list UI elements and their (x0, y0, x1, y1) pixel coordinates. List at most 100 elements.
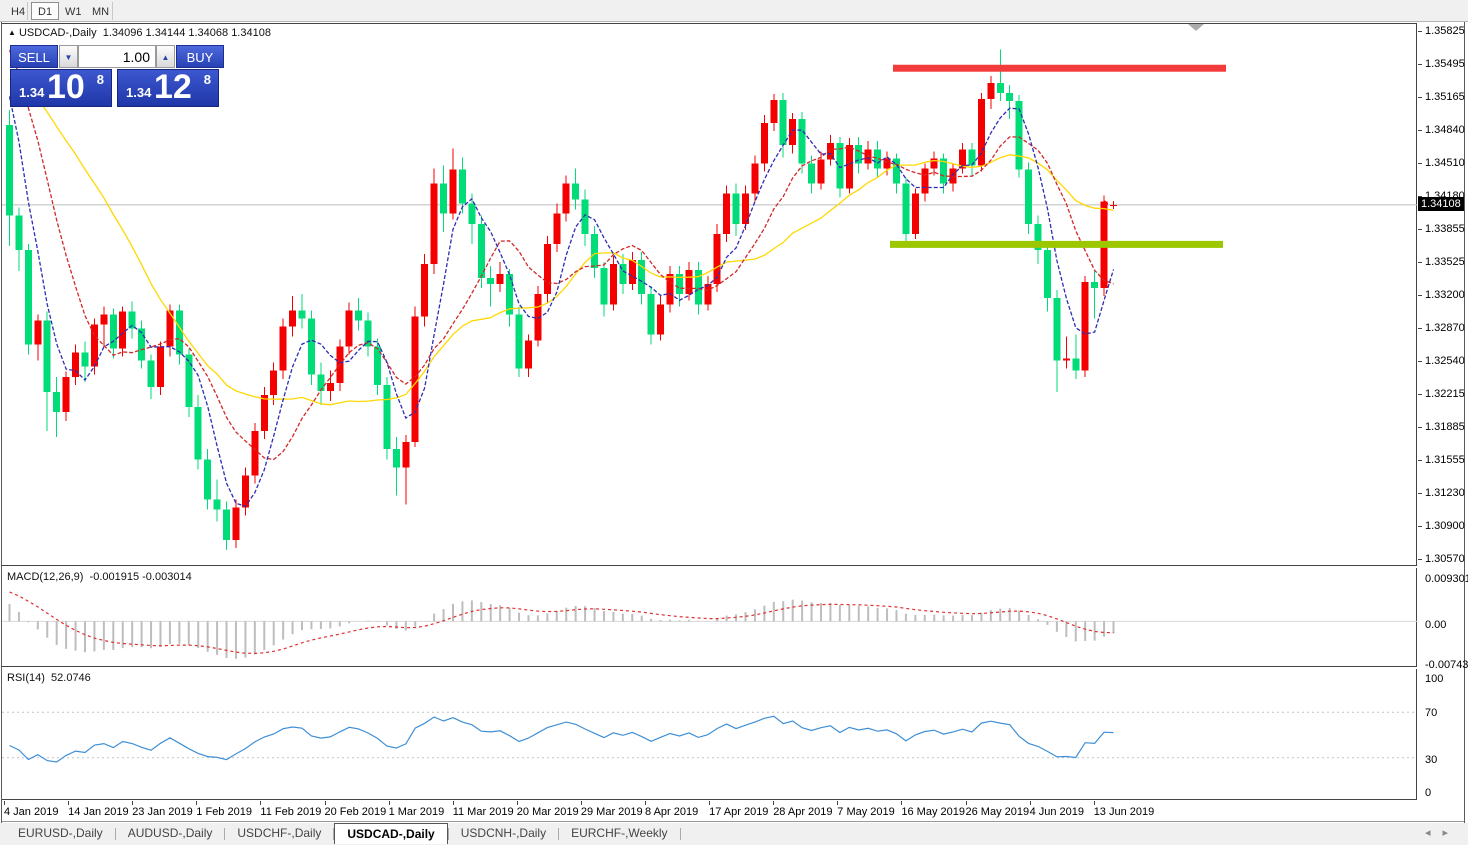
price-axis-label: 1.35165 (1425, 91, 1465, 103)
symbol-tab-audusd[interactable]: AUDUSD-,Daily (127, 826, 213, 840)
sell-price-prefix: 1.34 (19, 85, 45, 100)
chart-ohlc-values: 1.34096 1.34144 1.34068 1.34108 (102, 27, 271, 39)
price-axis-label: 1.35825 (1425, 25, 1465, 37)
timeframe-button-h4[interactable]: H4 (11, 6, 26, 18)
tab-scroll-arrows[interactable]: ◂▸ (1425, 826, 1460, 839)
price-axis-tick (1418, 361, 1422, 362)
date-axis-label: 1 Mar 2019 (388, 806, 445, 818)
price-axis-label: 1.30570 (1425, 553, 1465, 565)
price-axis-label: 1.32540 (1425, 355, 1465, 367)
symbol-tab-bar: EURUSD-,Daily AUDUSD-,Daily USDCHF-,Daily U… (0, 823, 1468, 845)
current-price-tag: 1.34108 (1418, 196, 1464, 211)
symbol-tab-usdcad[interactable]: USDCAD-,Daily (334, 823, 448, 844)
price-axis-label: 1.35495 (1425, 58, 1465, 70)
price-axis[interactable]: 1.34108 1.35825 1.35495 1.35165 1.34840 1.34… (1418, 23, 1468, 800)
price-chart-canvas[interactable] (2, 24, 1417, 567)
price-axis-label: 1.34840 (1425, 124, 1465, 136)
date-axis[interactable]: 4 Jan 2019 14 Jan 2019 23 Jan 2019 1 Feb 20… (2, 801, 1464, 822)
buy-price-prefix: 1.34 (126, 85, 152, 100)
tab-scroll-right-icon[interactable]: ▸ (1442, 827, 1460, 839)
tab-separator (679, 828, 681, 840)
sell-price-box[interactable]: 1.34 10 8 (10, 68, 112, 107)
timeframe-toolbar: H4 D1 W1 MN (0, 0, 1468, 22)
timeframe-button-mn[interactable]: MN (92, 6, 110, 18)
rsi-indicator-panel[interactable] (2, 669, 1417, 800)
symbol-tab-usdcnh[interactable]: USDCNH-,Daily (460, 826, 547, 840)
price-axis-tick (1418, 97, 1422, 98)
sell-price-big: 10 (47, 68, 85, 106)
timeframe-button-d1[interactable]: D1 (31, 2, 60, 20)
buy-button[interactable]: BUY (176, 45, 224, 68)
toolbar-separator (112, 2, 113, 20)
chart-shift-marker-icon[interactable] (1188, 24, 1204, 31)
macd-indicator-panel[interactable] (2, 568, 1417, 667)
date-axis-label: 4 Jun 2019 (1029, 806, 1085, 818)
date-axis-label: 11 Feb 2019 (260, 806, 322, 818)
price-axis-tick (1418, 196, 1422, 197)
date-axis-label: 28 Apr 2019 (773, 806, 833, 818)
price-axis-tick (1418, 427, 1422, 428)
volume-control: ▼ ▲ (59, 45, 175, 68)
spin-up-icon: ▲ (161, 53, 170, 62)
volume-increase-button[interactable]: ▲ (156, 45, 175, 68)
price-axis-label: 1.31555 (1425, 454, 1465, 466)
price-axis-tick (1418, 31, 1422, 32)
date-axis-tick (452, 801, 454, 805)
price-axis-tick (1418, 130, 1422, 131)
symbol-tab-eurchf[interactable]: EURCHF-,Weekly (571, 826, 668, 840)
symbol-tab-eurusd[interactable]: EURUSD-,Daily (18, 826, 103, 840)
price-axis-tick (1418, 295, 1422, 296)
date-axis-label: 17 Apr 2019 (709, 806, 769, 818)
volume-decrease-button[interactable]: ▼ (59, 45, 78, 68)
one-click-trading-panel: SELL ▼ ▲ BUY 1.34 10 8 1.34 12 8 (10, 45, 224, 107)
date-axis-label: 26 May 2019 (965, 806, 1030, 818)
buy-price-box[interactable]: 1.34 12 8 (117, 68, 219, 107)
macd-axis-label: -0.007433 (1425, 659, 1468, 671)
price-axis-label: 1.31230 (1425, 487, 1465, 499)
tab-scroll-left-icon[interactable]: ◂ (1424, 827, 1443, 839)
price-chart-panel[interactable] (2, 23, 1417, 566)
price-axis-tick (1418, 559, 1422, 560)
date-axis-label: 11 Mar 2019 (452, 806, 514, 818)
toolbar-separator (27, 2, 28, 20)
price-axis-label: 1.33200 (1425, 289, 1465, 301)
symbol-tab-usdchf[interactable]: USDCHF-,Daily (237, 826, 322, 840)
macd-name: MACD(12,26,9) (7, 571, 84, 583)
volume-input[interactable] (78, 45, 156, 68)
rsi-canvas[interactable] (2, 669, 1417, 800)
rsi-axis-label: 100 (1425, 673, 1444, 685)
date-axis-label: 14 Jan 2019 (68, 806, 129, 818)
date-axis-tick (4, 801, 5, 805)
date-axis-tick (516, 801, 518, 805)
price-axis-tick (1418, 460, 1422, 461)
date-axis-tick (260, 801, 262, 805)
buy-price-big: 12 (154, 68, 192, 106)
macd-axis-label: 0.00 (1425, 619, 1447, 631)
macd-label: MACD(12,26,9) -0.001915 -0.003014 (7, 571, 192, 583)
sell-button[interactable]: SELL (10, 45, 58, 68)
one-click-panel-arrow-icon[interactable]: ▲ (8, 28, 16, 37)
timeframe-button-w1[interactable]: W1 (65, 6, 82, 18)
chart-symbol-label: USDCAD-,Daily (18, 27, 97, 39)
trade-controls-row: SELL ▼ ▲ BUY (10, 45, 224, 68)
date-axis-tick (196, 801, 198, 805)
date-axis-tick (1029, 801, 1031, 805)
rsi-label: RSI(14) 52.0746 (7, 672, 91, 684)
macd-axis-label: 0.009301 (1425, 573, 1468, 585)
date-axis-tick (965, 801, 967, 805)
rsi-axis-label: 70 (1425, 707, 1438, 719)
date-axis-tick (132, 801, 134, 805)
rsi-value: 52.0746 (51, 672, 91, 684)
date-axis-label: 8 Apr 2019 (645, 806, 699, 818)
date-axis-label: 29 Mar 2019 (580, 806, 643, 818)
price-axis-tick (1418, 229, 1422, 230)
date-axis-tick (580, 801, 582, 805)
price-axis-label: 1.30900 (1425, 520, 1465, 532)
date-axis-label: 16 May 2019 (901, 806, 965, 818)
spin-down-icon: ▼ (64, 53, 73, 62)
rsi-axis-label: 0 (1425, 787, 1432, 799)
price-axis-tick (1418, 526, 1422, 527)
date-axis-label: 20 Feb 2019 (324, 806, 387, 818)
macd-canvas[interactable] (2, 568, 1417, 667)
